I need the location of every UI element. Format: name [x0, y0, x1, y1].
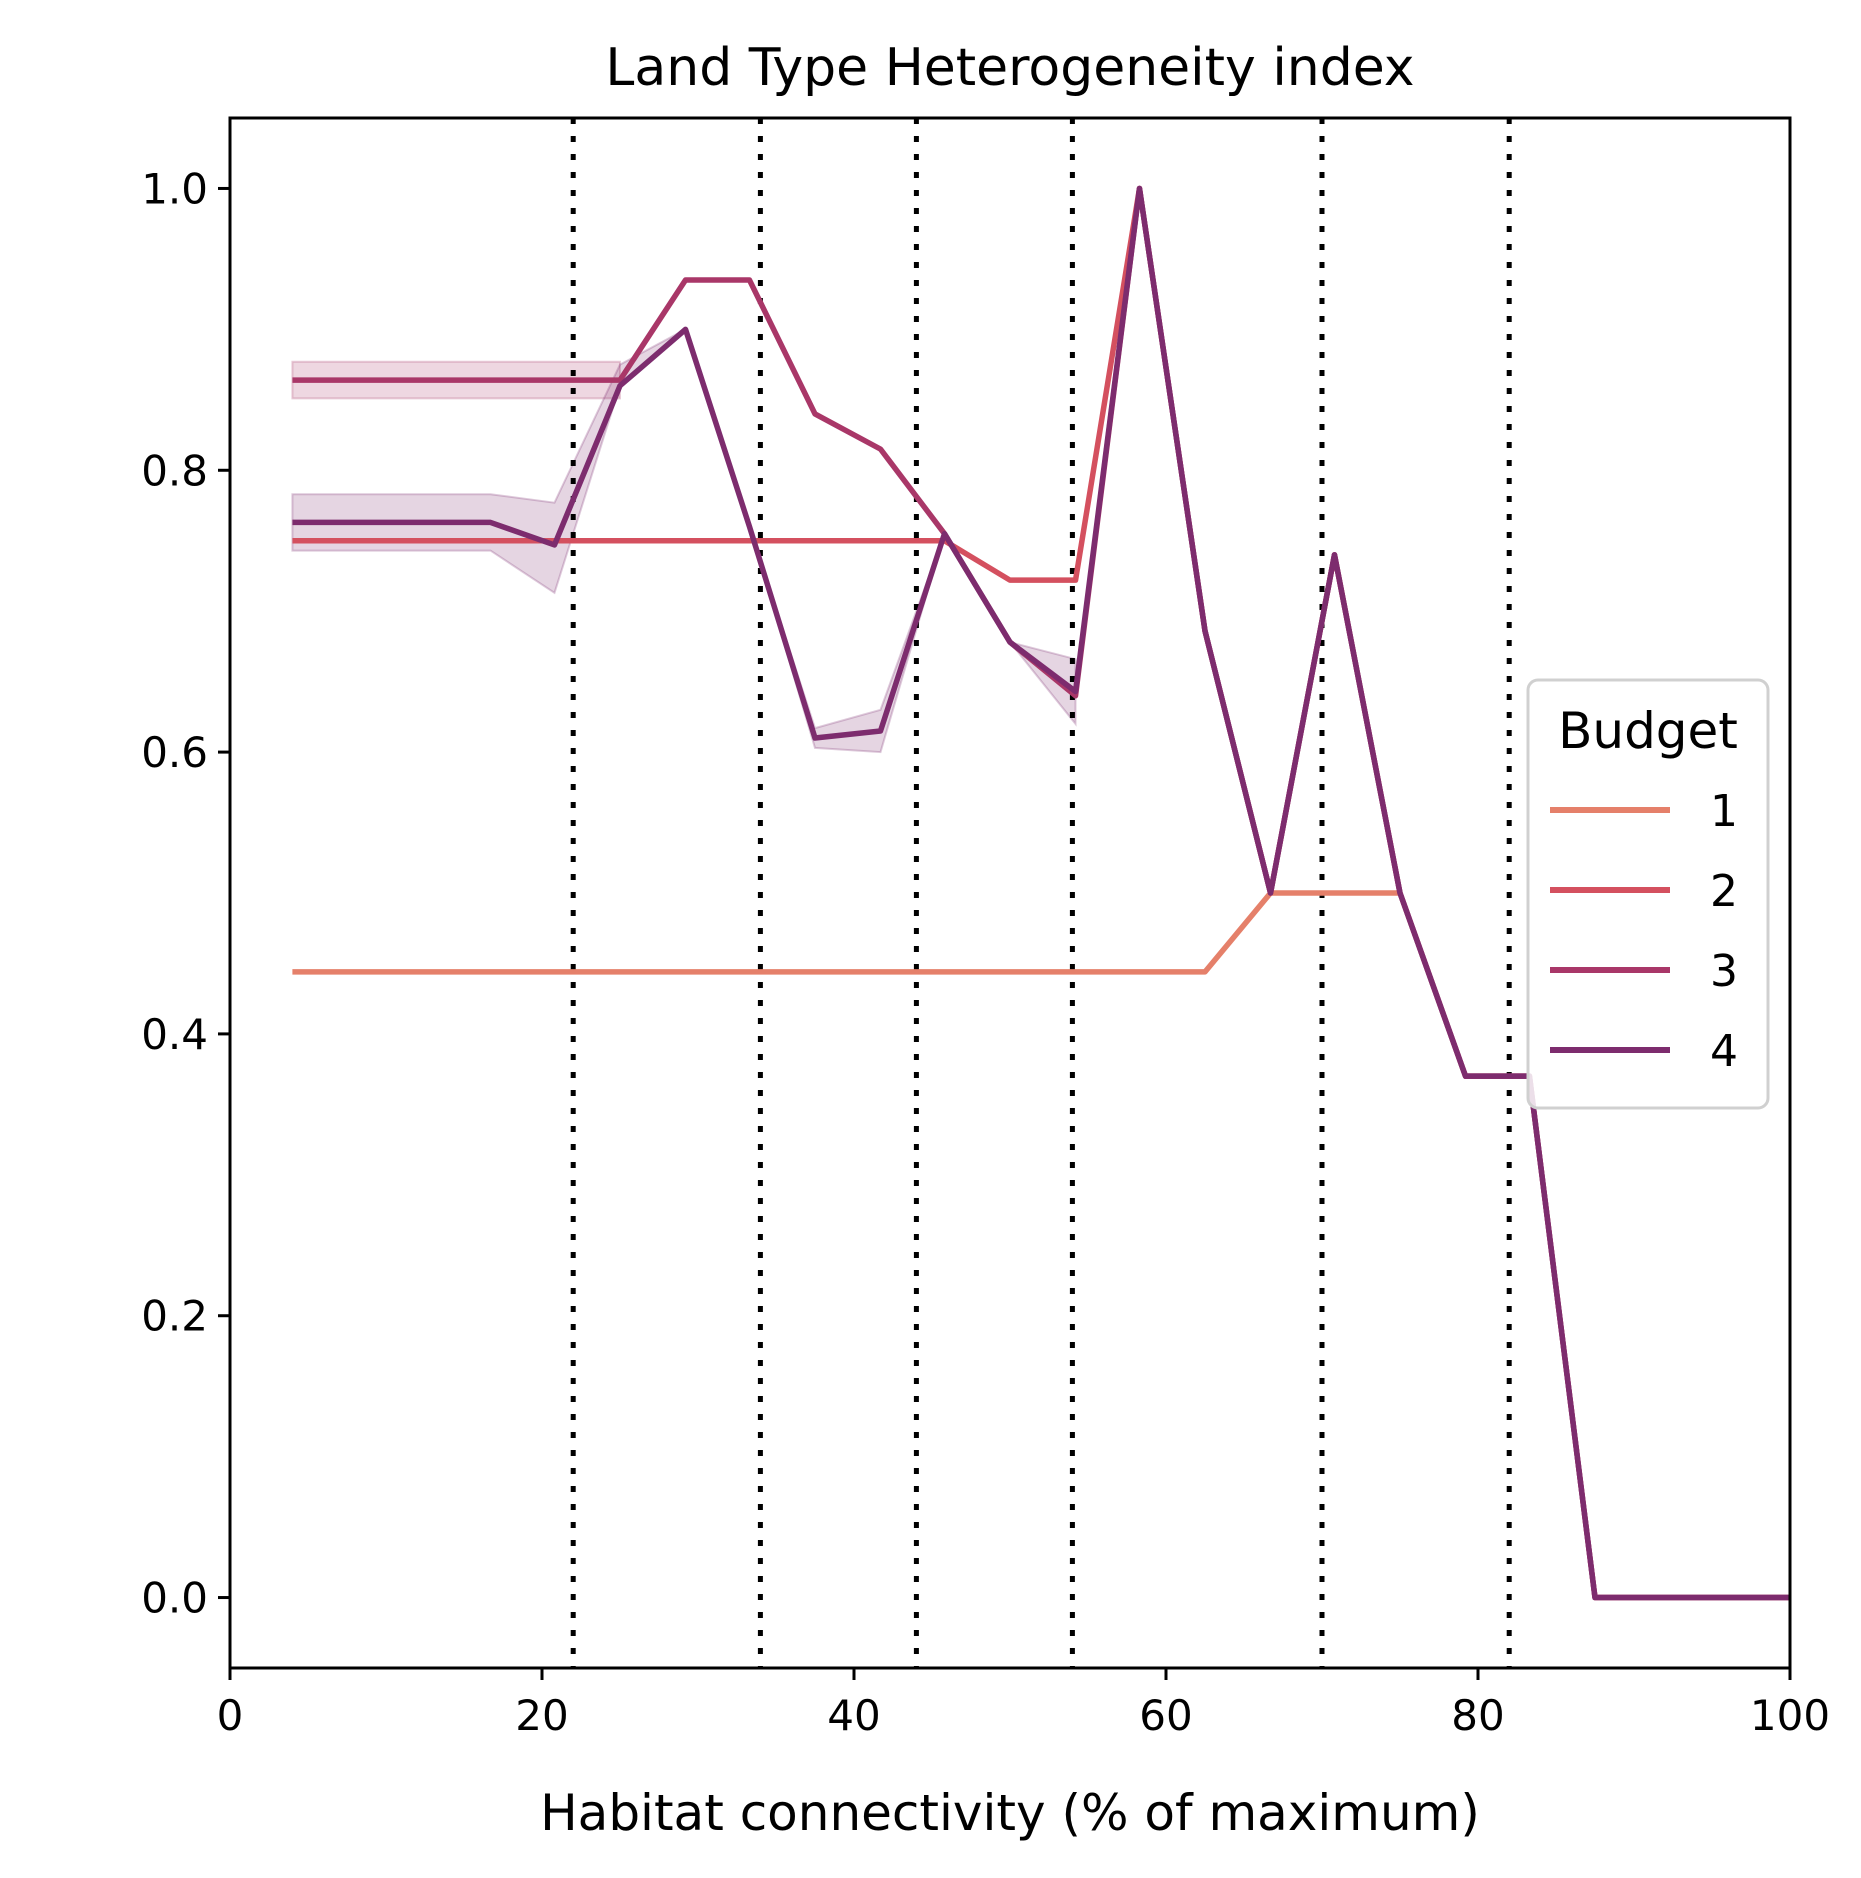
y-tick-label: 0.6 [141, 728, 208, 777]
series-line-4 [292, 185, 1790, 1601]
x-axis-ticks: 0 20 40 60 80 100 [217, 1668, 1830, 1740]
x-tick-label: 60 [1139, 1691, 1192, 1740]
x-tick-label: 20 [515, 1691, 568, 1740]
series-line-1 [292, 890, 1400, 975]
legend: Budget 1 2 3 4 [1526, 678, 1770, 1110]
y-tick-label: 1.0 [141, 164, 208, 213]
legend-box [1526, 678, 1770, 1110]
legend-title: Budget [1558, 702, 1738, 760]
x-axis-label: Habitat connectivity (% of maximum) [540, 1784, 1480, 1842]
legend-label-4: 4 [1710, 1026, 1738, 1077]
x-tick-label: 80 [1451, 1691, 1504, 1740]
x-tick-label: 100 [1750, 1691, 1830, 1740]
legend-label-2: 2 [1710, 866, 1738, 917]
legend-label-1: 1 [1710, 786, 1738, 837]
y-tick-label: 0.4 [141, 1010, 208, 1059]
chart-title: Land Type Heterogeneity index [605, 38, 1414, 98]
y-tick-label: 0.2 [141, 1292, 208, 1341]
legend-label-3: 3 [1710, 946, 1738, 997]
y-tick-label: 0.8 [141, 446, 208, 495]
plot-frame [228, 116, 1792, 1670]
y-axis-ticks: 0.0 0.2 0.4 0.6 0.8 1.0 [141, 164, 230, 1623]
x-tick-label: 40 [827, 1691, 880, 1740]
legend-items: 1 2 3 4 [1550, 786, 1738, 1077]
y-tick-label: 0.0 [141, 1574, 208, 1623]
x-tick-label: 0 [217, 1691, 244, 1740]
